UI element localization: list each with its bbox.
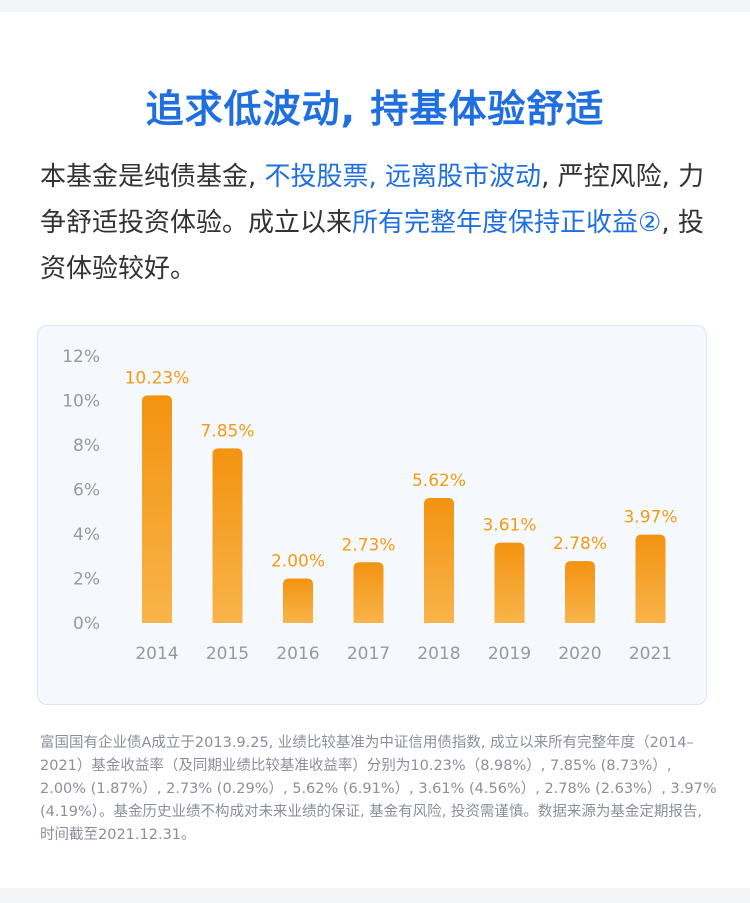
data-label: 2.73% bbox=[341, 535, 395, 555]
data-label: 3.97% bbox=[623, 508, 677, 528]
data-label: 2.78% bbox=[553, 534, 607, 554]
x-tick-label: 2019 bbox=[488, 644, 531, 664]
x-tick-label: 2017 bbox=[347, 644, 390, 664]
returns-bar-chart: 0% 2% 4% 6% 8% 10% 12% 10.23% 7.85% 2.00% 2.73% 5.… bbox=[62, 347, 677, 664]
intro-highlight-2: 所有完整年度保持正收益② bbox=[352, 208, 662, 238]
y-tick-label: 4% bbox=[73, 525, 100, 545]
intro-text-1: 本基金是纯债基金, bbox=[40, 162, 265, 192]
x-tick-label: 2014 bbox=[135, 644, 178, 664]
intro-text-2: , 严控风险, 力争舒适投资体验。成立以来 bbox=[40, 162, 705, 238]
intro-text-3: , 投资体验较好。 bbox=[40, 208, 704, 284]
bar bbox=[565, 561, 595, 623]
data-label: 10.23% bbox=[125, 368, 190, 388]
data-label: 7.85% bbox=[200, 421, 254, 441]
bar bbox=[212, 448, 243, 623]
chart-container: 0% 2% 4% 6% 8% 10% 12% 10.23% 7.85% 2.00% 2.73% 5.… bbox=[37, 325, 707, 705]
bar bbox=[635, 534, 666, 623]
data-label: 3.61% bbox=[482, 516, 536, 536]
y-tick-label: 0% bbox=[73, 614, 100, 634]
y-tick-label: 6% bbox=[73, 481, 100, 501]
bar bbox=[424, 497, 454, 623]
x-tick-label: 2015 bbox=[206, 644, 249, 664]
y-tick-label: 2% bbox=[73, 570, 100, 590]
x-tick-label: 2018 bbox=[417, 644, 460, 664]
bar bbox=[283, 578, 313, 623]
y-tick-label: 10% bbox=[62, 392, 100, 412]
data-label: 5.62% bbox=[412, 471, 466, 491]
intro-highlight-1: 不投股票, 远离股市波动 bbox=[264, 162, 542, 192]
x-tick-label: 2021 bbox=[629, 644, 672, 664]
bar bbox=[142, 395, 172, 623]
content-card: 追求低波动, 持基体验舒适 本基金是纯债基金, 不投股票, 远离股市波动, 严控… bbox=[0, 12, 750, 888]
footnote: 富国国有企业债A成立于2013.9.25, 业绩比较基准为中证信用债指数, 成立… bbox=[40, 735, 717, 843]
bar bbox=[494, 542, 525, 623]
page-title: 追求低波动, 持基体验舒适 bbox=[145, 87, 605, 131]
bar bbox=[353, 562, 384, 623]
intro-paragraph: 本基金是纯债基金, 不投股票, 远离股市波动, 严控风险, 力争舒适投资体验。成… bbox=[40, 154, 720, 292]
y-tick-label: 8% bbox=[73, 436, 100, 456]
data-label: 2.00% bbox=[271, 552, 325, 572]
x-tick-label: 2016 bbox=[276, 644, 319, 664]
y-tick-label: 12% bbox=[62, 347, 100, 367]
x-tick-label: 2020 bbox=[558, 644, 601, 664]
